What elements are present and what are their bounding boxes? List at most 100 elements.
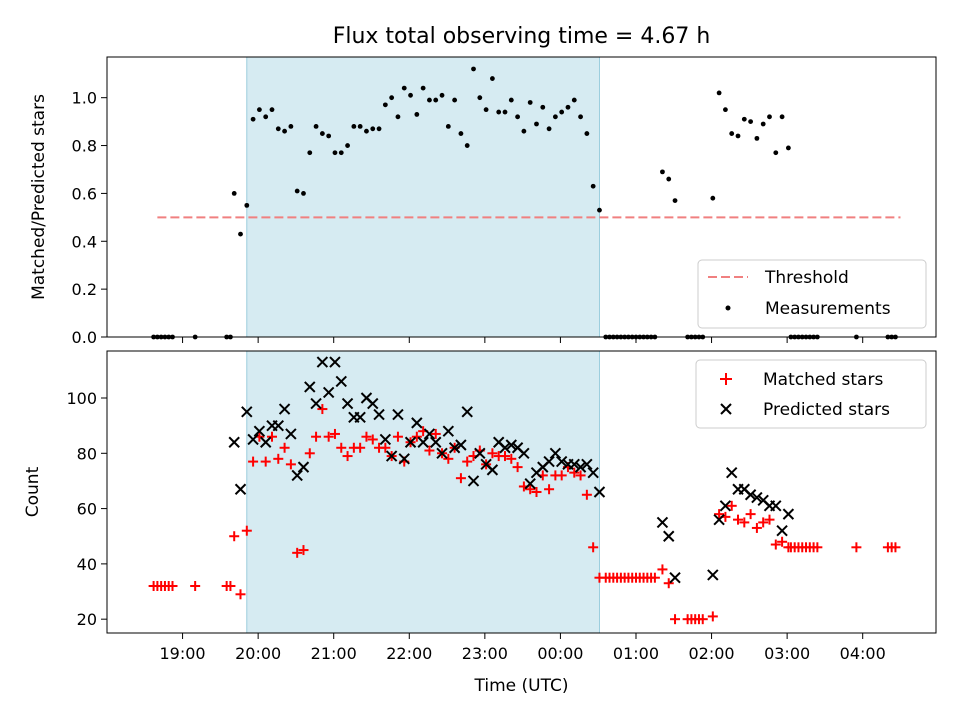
matched-stars-point [764, 514, 775, 525]
matched-stars-point [260, 456, 271, 467]
predicted-stars-point [474, 447, 486, 460]
matched-stars-point [851, 542, 862, 553]
count-x-ticks: 19:00 20:00 21:00 22:00 23:00 00:00 01:00 02:00… [160, 633, 886, 663]
measurement-point [546, 126, 552, 132]
predicted-stars-point [467, 475, 480, 487]
matched-stars-point [225, 581, 236, 591]
predicted-stars-point [411, 417, 423, 429]
matched-stars-point [707, 611, 718, 622]
predicted-stars-point [719, 500, 732, 512]
measurement-point [666, 176, 672, 182]
matched-stars-point [266, 431, 277, 442]
count-y-ticks: 20 40 60 80 100 [66, 389, 107, 629]
predicted-stars-point [555, 455, 568, 468]
x-tick-label: 21:00 [311, 644, 357, 663]
ratio-y-ticks: 0.0 0.2 0.4 0.6 0.8 1.0 [72, 89, 107, 347]
predicted-stars-point [253, 425, 266, 437]
measurement-point [445, 124, 451, 129]
count-legend: Matched stars Predicted stars [695, 359, 927, 429]
matched-stars-point [317, 404, 328, 415]
measurement-point [571, 97, 577, 103]
predicted-stars-point [448, 442, 461, 454]
ratio-x-ticks [182, 337, 864, 343]
measurement-point [250, 116, 256, 122]
matched-stars-point [455, 473, 466, 484]
measurement-point [502, 109, 508, 115]
count-panel: 20 40 60 80 100 19:00 20:00 21:00 22:00 23:00 00:… [23, 350, 937, 696]
matched-stars-point [670, 614, 681, 625]
matched-stars-point [462, 456, 473, 467]
measurement-point [269, 107, 275, 113]
matched-stars-point [812, 542, 823, 553]
matched-stars-point [739, 517, 750, 528]
matched-stars-point [544, 484, 555, 495]
measurement-point [332, 150, 338, 156]
predicted-stars-point [341, 397, 354, 410]
matched-stars-point [714, 509, 725, 520]
measurement-point [496, 109, 502, 115]
measurement-point [767, 114, 772, 120]
matched-stars-point [697, 614, 708, 625]
ratio-legend-box [697, 259, 927, 329]
measurement-point [527, 100, 533, 105]
y-tick-label: 0.6 [72, 184, 97, 203]
matched-stars-point [336, 442, 347, 453]
predicted-stars-point [581, 458, 593, 471]
ratio-panel: 0.0 0.2 0.4 0.6 0.8 1.0 Flux total observing … [29, 24, 937, 347]
matched-stars-point [770, 539, 781, 550]
measurement-point [729, 131, 735, 136]
predicted-stars-point [436, 447, 448, 460]
x-tick-label: 04:00 [840, 644, 886, 663]
measurement-point [420, 85, 426, 91]
matched-stars-point [292, 547, 303, 558]
predicted-stars-point [587, 466, 599, 479]
matched-stars-point [380, 442, 391, 453]
predicted-stars-point [486, 464, 499, 476]
predicted-stars-point [707, 569, 719, 581]
y-tick-label: 20 [77, 610, 97, 629]
measurement-point [395, 114, 401, 120]
matched-stars-point [279, 442, 290, 453]
measurement-point [584, 131, 590, 136]
measurement-point [439, 92, 445, 98]
count-panel-frame [106, 350, 937, 634]
measurement-point [540, 104, 546, 110]
x-tick-label: 00:00 [537, 644, 583, 663]
matched-stars-point [329, 428, 340, 439]
matched-stars-point [890, 542, 901, 553]
predicted-stars-point [782, 508, 795, 520]
predicted-stars-point [316, 356, 329, 368]
x-axis-label: Time (UTC) [474, 676, 569, 696]
matched-stars-point [751, 522, 762, 533]
y-tick-label: 100 [66, 389, 97, 408]
predicted-stars-point [669, 571, 681, 584]
measurement-point [597, 207, 602, 213]
predicted-stars-point [354, 411, 366, 424]
y-tick-label: 0.2 [72, 280, 97, 299]
measurement-point [326, 133, 332, 139]
measurement-point [785, 145, 791, 151]
measurement-point [534, 121, 539, 127]
predicted-stars-point [241, 406, 253, 418]
predicted-stars-point [291, 469, 303, 482]
matched-stars-point [304, 448, 315, 459]
matched-stars-point [531, 487, 542, 497]
predicted-stars-point [322, 386, 335, 399]
predicted-stars-points [228, 356, 795, 584]
predicted-stars-point [505, 439, 518, 451]
measurement-point [723, 107, 728, 113]
measurement-point [370, 126, 376, 132]
observing-window-span [246, 350, 600, 634]
x-tick-label: 19:00 [160, 644, 206, 663]
ratio-legend: Threshold Measurements [697, 259, 927, 329]
predicted-stars-point [499, 442, 511, 454]
legend-threshold-label: Threshold [764, 268, 849, 288]
measurement-point [376, 126, 382, 132]
measurement-point [735, 133, 741, 139]
predicted-stars-point [461, 406, 473, 418]
matched-stars-point [556, 470, 567, 481]
measurement-point [508, 97, 514, 103]
measurement-point [319, 131, 325, 136]
measurement-point [351, 124, 357, 129]
